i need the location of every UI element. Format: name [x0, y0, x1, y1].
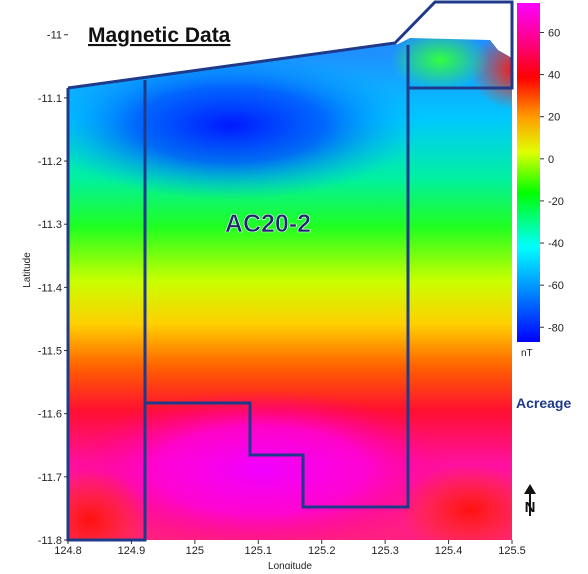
block-label: AC20-2	[225, 210, 311, 238]
colorbar-tick-label: 40	[548, 70, 560, 82]
y-tick-label: -11	[47, 30, 62, 42]
x-tick-label: 124.8	[54, 545, 82, 557]
x-tick-label: 125.3	[371, 545, 399, 557]
colorbar	[517, 3, 540, 342]
colorbar-tick-label: -80	[548, 322, 564, 334]
colorbar-unit: nT	[521, 348, 533, 359]
y-tick-label: -11.8	[38, 535, 62, 547]
y-tick-label: -11.2	[38, 156, 62, 168]
y-tick-label: -11.3	[38, 219, 62, 231]
x-axis-label: Longitude	[268, 561, 312, 569]
y-tick-label: -11.5	[38, 346, 62, 358]
colorbar-tick-label: 20	[548, 112, 560, 124]
colorbar-tick-label: 0	[548, 154, 554, 166]
north-arrow: N	[524, 484, 536, 516]
colorbar-tick-label: 60	[548, 27, 560, 39]
north-label: N	[525, 499, 536, 516]
x-tick-label: 125.4	[435, 545, 463, 557]
y-tick-label: -11.7	[38, 472, 62, 484]
y-tick-label: -11.1	[38, 93, 62, 105]
x-tick-label: 125.2	[308, 545, 336, 557]
x-tick-label: 125.1	[245, 545, 273, 557]
y-tick-label: -11.4	[38, 282, 62, 294]
x-tick-label: 125	[186, 545, 204, 557]
colorbar-tick-label: -60	[548, 280, 564, 292]
map-title: Magnetic Data	[88, 24, 231, 47]
x-tick-label: 125.5	[498, 545, 526, 557]
x-tick-label: 124.9	[118, 545, 146, 557]
y-axis-label: Latitude	[22, 252, 33, 288]
colorbar-tick-label: -20	[548, 196, 564, 208]
acreage-label: Acreage	[516, 395, 571, 411]
y-tick-label: -11.6	[38, 409, 62, 421]
colorbar-tick-label: -40	[548, 238, 564, 250]
heatmap	[68, 0, 512, 540]
block-outline	[66, 0, 514, 542]
